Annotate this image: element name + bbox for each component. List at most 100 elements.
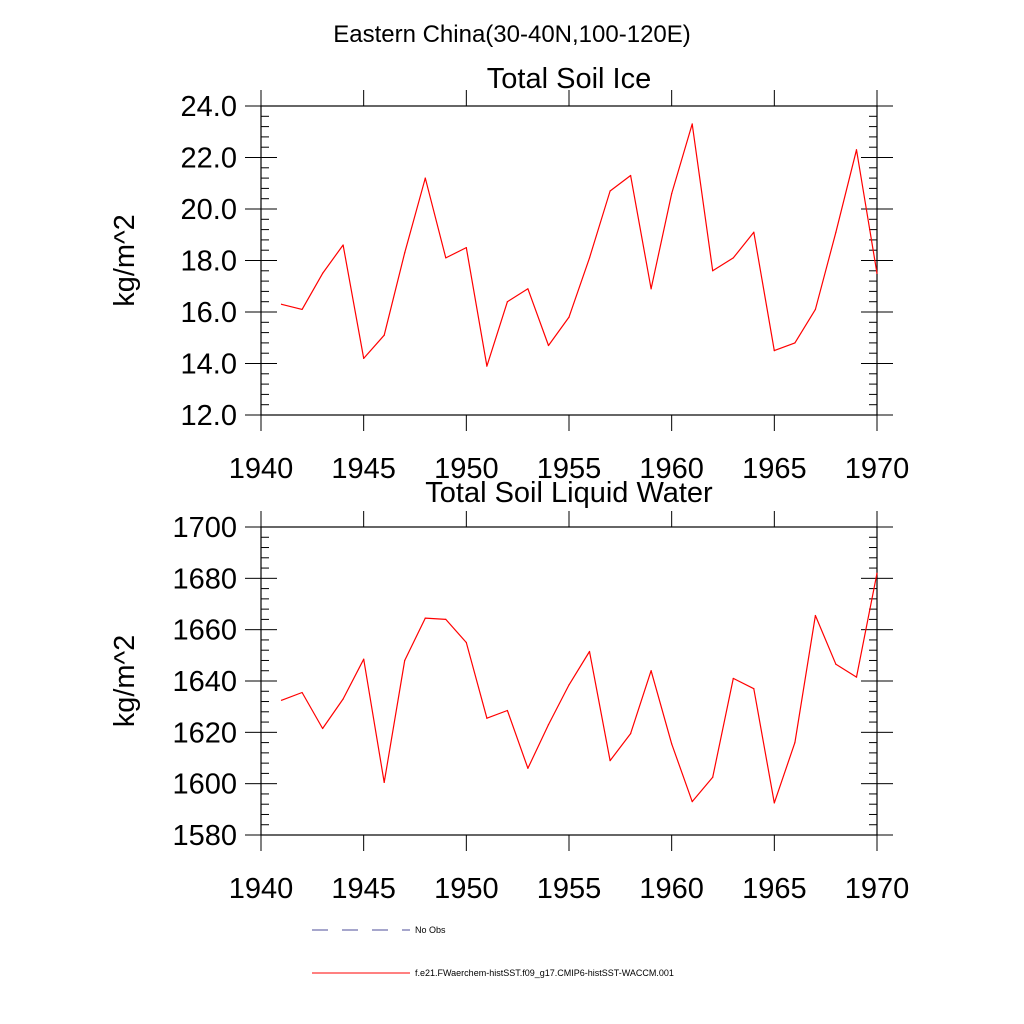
chart-1-data-point <box>609 759 611 762</box>
chart-0-y-axis-label: kg/m^2 <box>109 214 141 307</box>
chart-0-data-point <box>301 308 303 311</box>
chart-0-y-tick-label: 24.0 <box>181 91 237 123</box>
chart-0-data-point <box>794 342 796 344</box>
chart-0-y-tick-label: 22.0 <box>181 143 237 175</box>
chart-0-data-point <box>527 288 529 290</box>
chart-1-x-tick-label: 1965 <box>742 873 807 905</box>
chart-0-data-point <box>547 344 550 347</box>
chart-0-data-point <box>671 192 673 195</box>
chart-1-x-tick-label: 1970 <box>845 873 910 905</box>
chart-1-y-tick-label: 1700 <box>172 512 237 544</box>
chart-0-y-tick-label: 18.0 <box>181 246 237 278</box>
chart-1-title: Total Soil Liquid Water <box>425 477 713 509</box>
chart-1-y-tick-label: 1680 <box>172 563 237 595</box>
chart-1-data-point <box>671 743 673 745</box>
chart-1-data-point <box>650 670 652 672</box>
chart-1-data-point <box>301 691 303 694</box>
chart-0-plot-frame <box>260 105 878 416</box>
chart-0-x-tick-label: 1950 <box>434 453 499 485</box>
figure-suptitle: Eastern China(30-40N,100-120E) <box>333 21 691 48</box>
chart-0-y-tick-label: 14.0 <box>181 349 237 381</box>
chart-1-data-point <box>445 618 447 621</box>
chart-0-data-point <box>404 252 406 254</box>
chart-1-data-point <box>383 781 385 783</box>
chart-0-x-tick-label: 1960 <box>639 453 704 485</box>
chart-1-data-point <box>855 676 858 678</box>
chart-1-data-point <box>465 641 467 644</box>
chart-1-plot-frame <box>260 526 878 836</box>
chart-1-data-point <box>506 709 508 712</box>
chart-1-data-point <box>322 727 324 730</box>
chart-0-x-tick-label: 1940 <box>229 453 294 485</box>
legend-label-model: f.e21.FWaerchem-histSST.f09_g17.CMIP6-hi… <box>415 968 674 978</box>
chart-0-data-point <box>342 244 344 246</box>
chart-1-y-tick-label: 1620 <box>172 717 237 749</box>
chart-1-data-point <box>773 802 775 804</box>
legend: No Obs f.e21.FWaerchem-histSST.f09_g17.C… <box>312 925 674 978</box>
chart-1-data-point <box>691 801 693 803</box>
chart-1-data-point <box>363 658 365 660</box>
chart-panel-total-soil-ice: Total Soil Ice kg/m^2 12.0 14.0 16.0 18.0 20.0… <box>109 63 909 485</box>
chart-0-data-point <box>650 288 652 290</box>
chart-0-data-point <box>691 123 693 125</box>
chart-1-x-tick-label: 1940 <box>229 873 294 905</box>
chart-0-data-point <box>855 149 858 151</box>
chart-0-y-tick-label: 12.0 <box>181 400 237 432</box>
chart-1-y-axis-label: kg/m^2 <box>109 635 141 728</box>
chart-1-y-tick-label: 1660 <box>172 615 237 647</box>
chart-0-x-tick-label: 1955 <box>537 453 602 485</box>
chart-1-data-point <box>424 617 426 619</box>
chart-0-data-point <box>506 301 508 303</box>
chart-1-data-point <box>712 776 714 778</box>
chart-0-x-tick-label: 1970 <box>845 453 910 485</box>
chart-1-data-point <box>876 572 878 574</box>
chart-0-data-point <box>630 174 632 177</box>
chart-0-y-tick-label: 16.0 <box>181 297 237 329</box>
chart-1-y-tick-label: 1580 <box>172 820 237 852</box>
chart-0-data-point <box>753 231 755 233</box>
chart-1-data-point <box>404 659 406 662</box>
chart-0-data-point <box>568 316 570 318</box>
chart-0-y-tick-label: 20.0 <box>181 194 237 226</box>
chart-0-data-point <box>465 247 467 249</box>
chart-1-x-tick-label: 1950 <box>434 873 499 905</box>
chart-1-data-point <box>342 698 344 700</box>
chart-1-data-point <box>486 717 488 719</box>
chart-1-data-point <box>568 684 570 686</box>
chart-1-x-tick-label: 1960 <box>639 873 704 905</box>
chart-1-data-point <box>527 767 529 769</box>
chart-0-data-point <box>609 190 611 192</box>
chart-0-data-point <box>445 257 447 259</box>
chart-1-y-tick-label: 1640 <box>172 666 237 698</box>
chart-0-data-point <box>773 350 775 352</box>
chart-1-y-tick-label: 1600 <box>172 769 237 801</box>
chart-1-data-point <box>835 663 837 665</box>
chart-0-data-point <box>322 272 324 274</box>
chart-0-series-line-0 <box>281 123 878 367</box>
chart-panel-total-soil-liquid-water: Total Soil Liquid Water kg/m^2 1580 1600 162… <box>109 477 909 905</box>
chart-1-x-tick-label: 1955 <box>537 873 602 905</box>
chart-1-x-tick-label: 1945 <box>331 873 396 905</box>
chart-1-data-point <box>753 688 755 690</box>
chart-1-data-point <box>814 614 817 617</box>
chart-0-data-point <box>732 257 734 259</box>
chart-0-data-point <box>835 231 837 233</box>
legend-label-no-obs: No Obs <box>415 925 446 935</box>
chart-1-data-point <box>630 733 632 735</box>
chart-0-data-point <box>588 257 591 259</box>
chart-1-data-point <box>794 742 796 744</box>
chart-0-data-point <box>280 303 283 305</box>
chart-0-data-point <box>424 177 426 179</box>
chart-0-data-point <box>363 357 365 359</box>
chart-0-x-tick-label: 1945 <box>331 453 396 485</box>
chart-0-data-point <box>814 308 817 311</box>
chart-0-data-point <box>712 270 714 272</box>
chart-1-data-point <box>588 650 591 653</box>
chart-0-data-point <box>486 365 488 367</box>
chart-0-title: Total Soil Ice <box>487 63 651 95</box>
chart-1-data-point <box>547 724 550 726</box>
chart-1-series-line-0 <box>281 573 878 804</box>
chart-1-data-point <box>280 699 283 701</box>
chart-0-x-tick-label: 1965 <box>742 453 807 485</box>
